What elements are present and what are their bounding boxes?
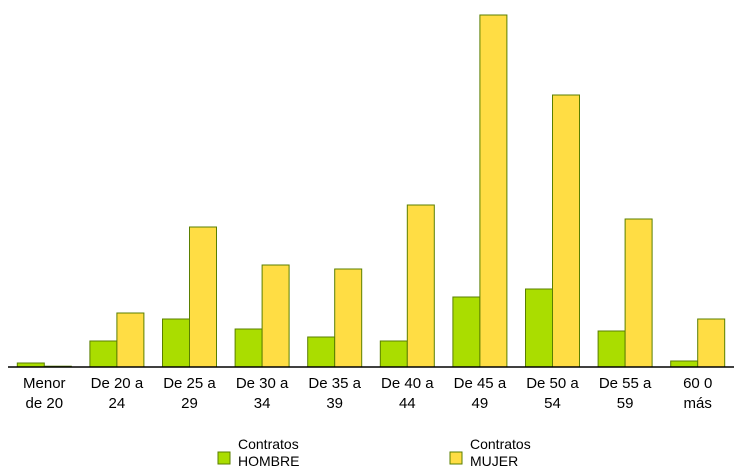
bar-mujer-1	[116, 312, 145, 368]
legend: Contratos HOMBRE Contratos MUJER	[217, 436, 531, 469]
x-tick-label-1: De 20 a 24	[91, 375, 144, 412]
x-tick-label-9: 60 0 más	[683, 375, 712, 412]
bar-hombre-2	[162, 318, 190, 368]
bar-hombre-5	[379, 340, 408, 368]
bar-hombre-1	[89, 340, 118, 368]
x-tick-label-0: Menor de 20	[23, 375, 66, 412]
x-axis-labels: Menor de 20 De 20 a 24 De 25 a 29 De 30 a 34 De …	[23, 375, 712, 412]
bar-hombre-9	[670, 360, 699, 368]
bar-mujer-6	[479, 14, 508, 368]
bar-hombre-4	[307, 336, 336, 368]
bar-mujer-2	[189, 226, 217, 368]
x-tick-label-5: De 40 a 44	[381, 375, 434, 412]
legend-label-hombre: Contratos HOMBRE	[238, 436, 299, 469]
bar-hombre-6	[452, 296, 481, 368]
bar-hombre-8	[597, 330, 626, 368]
x-tick-label-6: De 45 a 49	[454, 375, 507, 412]
bars-group	[16, 14, 726, 368]
x-tick-label-4: De 35 a 39	[308, 375, 361, 412]
x-tick-label-8: De 55 a 59	[599, 375, 652, 412]
x-tick-label-2: De 25 a 29	[163, 375, 216, 412]
bar-mujer-4	[334, 268, 363, 368]
legend-swatch-mujer	[449, 451, 463, 465]
bar-hombre-7	[525, 288, 553, 368]
x-tick-label-7: De 50 a 54	[526, 375, 579, 412]
bar-mujer-5	[406, 204, 435, 368]
bar-mujer-8	[624, 218, 653, 368]
bar-mujer-9	[697, 318, 726, 368]
legend-swatch-hombre	[217, 451, 231, 465]
legend-label-mujer: Contratos MUJER	[470, 436, 531, 469]
bar-hombre-3	[234, 328, 263, 368]
bar-mujer-3	[261, 264, 290, 368]
bar-mujer-7	[552, 94, 580, 368]
x-tick-label-3: De 30 a 34	[236, 375, 289, 412]
